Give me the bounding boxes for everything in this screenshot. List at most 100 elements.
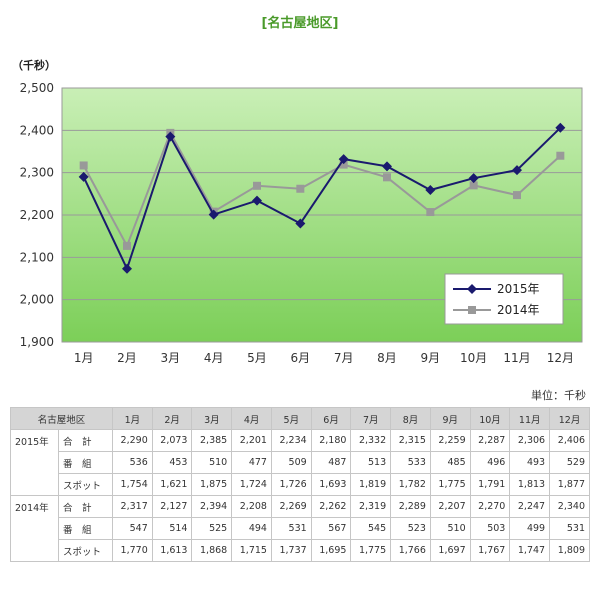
data-point: [165, 131, 176, 142]
table-row: 2015年合 計 2,290 2,073 2,385 2,201 2,234 2,180 2,…: [10, 429, 590, 496]
table-cell: 2,319: [350, 495, 392, 518]
table-header-month: 7月: [350, 407, 392, 430]
table-cell: 494: [231, 517, 272, 540]
table-cell: 514: [151, 517, 193, 540]
table-cell: 545: [350, 517, 392, 540]
table-cell: 1,715: [231, 539, 272, 562]
table-cell: 2,262: [310, 495, 352, 518]
legend: 2015年 2014年: [444, 273, 564, 325]
series-line-2015年: [82, 127, 562, 272]
data-point: [208, 209, 219, 220]
table-cell: 1,693: [310, 473, 352, 496]
x-tick-label: 4月: [204, 351, 224, 365]
table-header-month: 6月: [310, 407, 352, 430]
series-line-2014年: [82, 130, 562, 249]
table-cell: 493: [509, 451, 551, 474]
table-cell: 1,737: [270, 539, 312, 562]
table-cell: 1,775: [429, 473, 471, 496]
table-year-label: 2015年: [10, 429, 59, 496]
line-chart: 1,900 2,000 2,100 2,200 2,300 2,400 2,500 1月 2月…: [20, 81, 583, 365]
table-cell: 496: [469, 451, 511, 474]
legend-label: 2014年: [497, 303, 540, 317]
table-cell: 2,247: [509, 495, 551, 518]
table-cell: 2,315: [390, 429, 431, 452]
x-tick-label: 3月: [161, 351, 181, 365]
y-tick-label: 2,400: [20, 123, 54, 137]
table-header-month: 10月: [469, 407, 511, 430]
table-cell: 533: [390, 451, 431, 474]
table-row-label: 合 計: [57, 429, 114, 452]
x-tick-label: 9月: [421, 351, 441, 365]
table-header-month: 1月: [112, 407, 153, 430]
y-unit-label: （千秒）: [12, 59, 56, 72]
y-tick-label: 2,200: [20, 208, 54, 222]
data-point: [123, 241, 131, 250]
table-cell: 1,767: [469, 539, 511, 562]
table-row-label: 番 組: [57, 451, 114, 474]
x-tick-label: 7月: [334, 351, 354, 365]
table-cell: 1,747: [509, 539, 551, 562]
data-point: [513, 191, 521, 200]
table-header-month: 9月: [429, 407, 471, 430]
table-cell: 531: [270, 517, 312, 540]
table-cell: 523: [390, 517, 431, 540]
table-header-month: 2月: [151, 407, 193, 430]
data-point: [469, 181, 478, 190]
table-cell: 477: [231, 451, 272, 474]
table-cell: 1,695: [310, 539, 352, 562]
table-cell: 499: [509, 517, 551, 540]
table-cell: 1,813: [509, 473, 551, 496]
x-tick-label: 2月: [117, 351, 137, 365]
table-header-month: 11月: [509, 407, 551, 430]
table-cell: 2,073: [151, 429, 193, 452]
data-point: [122, 263, 132, 274]
table-cell: 1,621: [151, 473, 193, 496]
data-point: [426, 208, 435, 217]
data-point: [512, 165, 522, 176]
table-cell: 2,289: [390, 495, 431, 518]
table-cell: 1,819: [350, 473, 392, 496]
data-point: [555, 122, 566, 133]
data-point: [295, 218, 306, 229]
table-cell: 1,726: [270, 473, 312, 496]
table-row-label: 番 組: [57, 517, 114, 540]
data-point: [78, 171, 89, 182]
legend-marker: [468, 306, 476, 314]
table-cell: 2,270: [469, 495, 511, 518]
table-cell: 2,385: [191, 429, 233, 452]
y-tick-label: 1,900: [20, 335, 54, 349]
table-cell: 1,877: [549, 473, 590, 496]
unit-note: 単位：千秒: [531, 389, 586, 402]
x-tick-label: 11月: [503, 351, 530, 365]
data-point: [79, 161, 88, 170]
x-tick-label: 6月: [291, 351, 311, 365]
table-row-label: 合 計: [57, 495, 114, 518]
table-cell: 2,207: [429, 495, 471, 518]
table-cell: 485: [429, 451, 471, 474]
table-row: 番 組 536 453 510 477 509 487 513 533 485 496 493 529: [11, 451, 590, 474]
data-point: [253, 181, 261, 190]
data-table: 名古屋地区 1月 2月 3月 4月 5月 6月 7月 8月 9月 10月 11月 12月 2015年合…: [9, 407, 590, 562]
table-cell: 2,127: [151, 495, 193, 518]
table-cell: 2,306: [509, 429, 551, 452]
data-point: [425, 185, 436, 196]
x-tick-label: 8月: [377, 351, 397, 365]
table-header-month: 8月: [390, 407, 431, 430]
data-point: [338, 154, 349, 165]
table-cell: 2,394: [191, 495, 233, 518]
table-cell: 2,208: [231, 495, 272, 518]
x-tick-label: 12月: [547, 351, 574, 365]
table-cell: 2,259: [429, 429, 471, 452]
y-tick-label: 2,100: [20, 250, 54, 264]
table-cell: 1,724: [231, 473, 272, 496]
table-cell: 513: [350, 451, 392, 474]
data-point: [296, 184, 305, 193]
x-tick-label: 10月: [460, 351, 487, 365]
table-cell: 2,201: [231, 429, 272, 452]
table-cell: 2,290: [112, 429, 153, 452]
table-cell: 1,868: [191, 539, 233, 562]
y-tick-label: 2,000: [20, 293, 54, 307]
table-cell: 1,766: [390, 539, 431, 562]
data-point: [339, 160, 348, 169]
table-cell: 567: [310, 517, 352, 540]
